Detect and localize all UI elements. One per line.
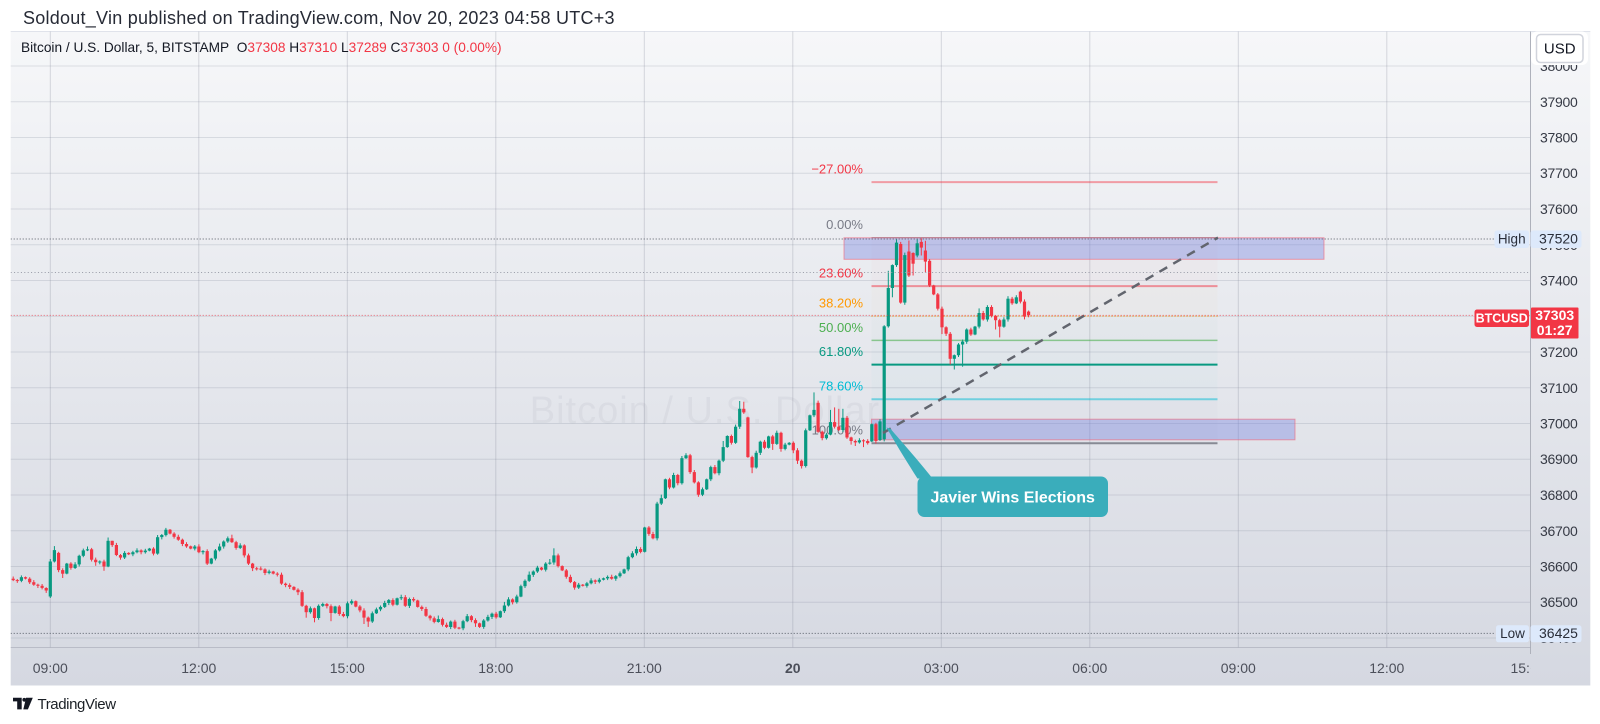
svg-text:37200: 37200 [1540, 344, 1578, 360]
svg-text:BTCUSD: BTCUSD [1476, 312, 1528, 326]
svg-text:50.00%: 50.00% [819, 320, 864, 335]
svg-text:36500: 36500 [1540, 594, 1578, 610]
svg-text:TradingView: TradingView [38, 696, 117, 713]
svg-text:03:00: 03:00 [924, 660, 959, 676]
svg-text:37520: 37520 [1539, 231, 1578, 247]
svg-text:01:27: 01:27 [1537, 322, 1573, 338]
svg-text:12:00: 12:00 [181, 660, 216, 676]
svg-text:−27.00%: −27.00% [811, 162, 863, 177]
svg-text:Bitcoin / U.S. Dollar: Bitcoin / U.S. Dollar [530, 390, 880, 432]
svg-text:09:00: 09:00 [1221, 660, 1256, 676]
svg-text:0.00%: 0.00% [826, 217, 863, 232]
svg-text:37700: 37700 [1540, 165, 1578, 181]
svg-text:36600: 36600 [1540, 559, 1578, 575]
svg-text:37800: 37800 [1540, 130, 1578, 146]
svg-text:36425: 36425 [1539, 625, 1578, 641]
svg-text:36900: 36900 [1540, 451, 1578, 467]
svg-text:15:00: 15:00 [330, 660, 365, 676]
svg-text:100.00%: 100.00% [812, 423, 864, 438]
svg-text:38.20%: 38.20% [819, 296, 864, 311]
svg-text:High: High [1498, 232, 1526, 247]
svg-text:78.60%: 78.60% [819, 379, 864, 394]
svg-text:USD: USD [1544, 41, 1576, 58]
svg-text:37900: 37900 [1540, 94, 1578, 110]
svg-text:37100: 37100 [1540, 380, 1578, 396]
svg-text:Bitcoin / U.S. Dollar, 5, BITS: Bitcoin / U.S. Dollar, 5, BITSTAMP O3730… [21, 40, 502, 55]
svg-text:20: 20 [785, 660, 801, 676]
svg-text:37600: 37600 [1540, 201, 1578, 217]
svg-text:15:00: 15:00 [1510, 660, 1545, 676]
svg-text:23.60%: 23.60% [819, 266, 864, 281]
svg-text:09:00: 09:00 [33, 660, 68, 676]
svg-text:Soldout_Vin published on Tradi: Soldout_Vin published on TradingView.com… [23, 8, 615, 29]
svg-text:36700: 36700 [1540, 523, 1578, 539]
svg-text:18:00: 18:00 [478, 660, 513, 676]
svg-text:61.80%: 61.80% [819, 344, 864, 359]
svg-text:36800: 36800 [1540, 487, 1578, 503]
svg-text:Javier Wins Elections: Javier Wins Elections [931, 490, 1095, 507]
svg-text:06:00: 06:00 [1072, 660, 1107, 676]
svg-text:37303: 37303 [1535, 307, 1574, 323]
svg-text:37000: 37000 [1540, 416, 1578, 432]
svg-text:12:00: 12:00 [1369, 660, 1404, 676]
svg-text:Low: Low [1500, 626, 1525, 641]
svg-text:21:00: 21:00 [627, 660, 662, 676]
svg-text:37400: 37400 [1540, 273, 1578, 289]
